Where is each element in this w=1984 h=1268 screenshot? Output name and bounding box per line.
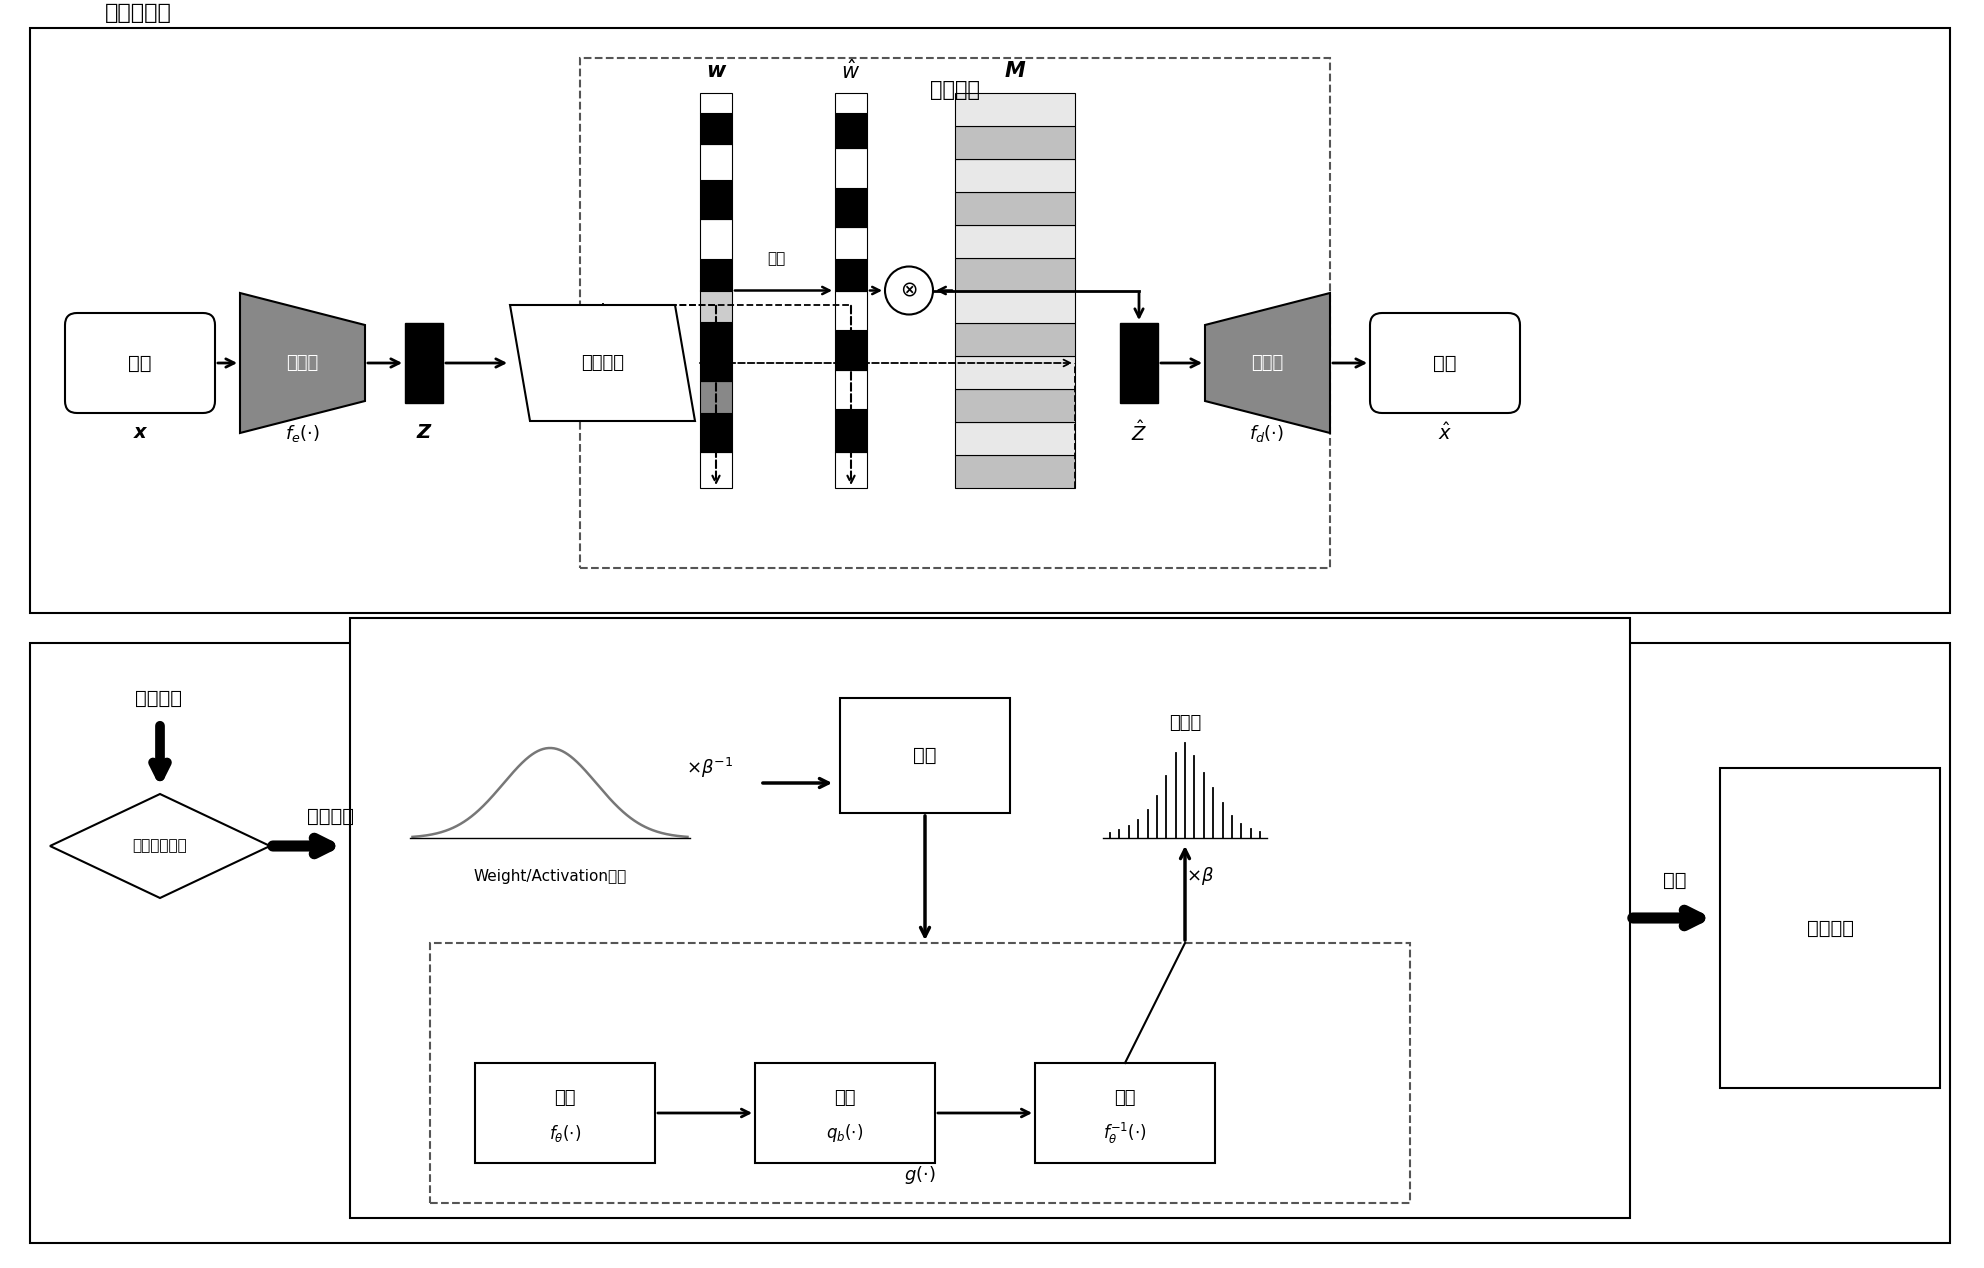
Text: 收缩: 收缩 [768, 251, 786, 266]
Bar [835, 113, 867, 148]
Bar [835, 93, 867, 113]
Circle shape [885, 266, 932, 314]
Bar [954, 224, 1075, 257]
Bar [835, 188, 867, 227]
Bar [954, 191, 1075, 224]
Text: M: M [1004, 61, 1026, 81]
Bar [839, 697, 1010, 813]
Bar [954, 323, 1075, 356]
Bar [954, 455, 1075, 488]
Bar [835, 369, 867, 410]
Bar [954, 389, 1075, 422]
Bar [700, 219, 732, 259]
Bar [835, 259, 867, 290]
Text: 输入: 输入 [129, 354, 151, 373]
Text: $\times \beta^{-1}$: $\times \beta^{-1}$ [686, 756, 734, 780]
Text: 剪裁: 剪裁 [913, 746, 936, 765]
Text: 帧重构方法: 帧重构方法 [105, 3, 173, 23]
Bar [700, 145, 732, 180]
Bar [700, 180, 732, 219]
Text: $f_e(\cdot)$: $f_e(\cdot)$ [284, 422, 319, 444]
Text: 边缘设备: 边缘设备 [1807, 918, 1853, 937]
Text: 量化后: 量化后 [1169, 714, 1200, 732]
Text: w: w [706, 61, 726, 81]
Text: 压缩: 压缩 [554, 1089, 575, 1107]
Bar [474, 1063, 655, 1163]
Bar [835, 410, 867, 453]
Polygon shape [510, 306, 694, 421]
Text: 解码器: 解码器 [1250, 354, 1284, 372]
Bar [835, 453, 867, 488]
Text: 异常检测模型: 异常检测模型 [133, 838, 186, 853]
Text: $f_d(\cdot)$: $f_d(\cdot)$ [1250, 422, 1284, 444]
Text: 编码器: 编码器 [286, 354, 317, 372]
Bar [700, 259, 732, 290]
Text: 内存寻址: 内存寻址 [581, 354, 625, 372]
Text: $\hat{Z}$: $\hat{Z}$ [1131, 421, 1147, 445]
Bar [700, 322, 732, 382]
Bar [835, 330, 867, 369]
Bar [349, 618, 1631, 1219]
Polygon shape [1204, 293, 1329, 432]
Text: Z: Z [417, 424, 431, 443]
Text: $\times \beta$: $\times \beta$ [1186, 865, 1214, 888]
Text: 训练模型: 训练模型 [135, 689, 183, 708]
Text: $f_\theta^{-1}(\cdot)$: $f_\theta^{-1}(\cdot)$ [1103, 1121, 1147, 1145]
Text: $f_\theta(\cdot)$: $f_\theta(\cdot)$ [550, 1122, 581, 1144]
Polygon shape [50, 794, 270, 898]
Bar [756, 1063, 934, 1163]
Text: 扩展: 扩展 [1115, 1089, 1135, 1107]
Bar [700, 113, 732, 145]
Bar [30, 28, 1950, 612]
Bar [700, 290, 732, 322]
Bar [954, 356, 1075, 389]
Bar [405, 323, 442, 403]
Text: $q_b(\cdot)$: $q_b(\cdot)$ [827, 1122, 863, 1144]
Bar [579, 58, 1329, 568]
Text: $\hat{x}$: $\hat{x}$ [1438, 422, 1452, 444]
Text: 输出: 输出 [1432, 354, 1456, 373]
FancyBboxPatch shape [65, 313, 214, 413]
Text: ⊗: ⊗ [901, 280, 919, 301]
Bar [835, 290, 867, 330]
FancyBboxPatch shape [1371, 313, 1520, 413]
Bar [954, 422, 1075, 455]
Bar [700, 453, 732, 488]
Text: $g(\cdot)$: $g(\cdot)$ [905, 1164, 936, 1186]
Bar [30, 643, 1950, 1243]
Bar [431, 943, 1411, 1203]
Text: Weight/Activation分布: Weight/Activation分布 [474, 869, 627, 884]
Bar [835, 227, 867, 259]
Text: $\hat{w}$: $\hat{w}$ [841, 60, 861, 82]
Bar [700, 382, 732, 413]
Bar [700, 413, 732, 453]
Bar [954, 257, 1075, 290]
Bar [954, 93, 1075, 126]
Polygon shape [240, 293, 365, 432]
Bar [1720, 768, 1940, 1088]
Bar [954, 126, 1075, 158]
Text: x: x [133, 424, 147, 443]
Bar [1121, 323, 1159, 403]
Bar [700, 93, 732, 113]
Text: 模型量化: 模型量化 [306, 806, 353, 825]
Bar [835, 148, 867, 188]
Text: 记忆模块: 记忆模块 [930, 80, 980, 100]
Bar [954, 290, 1075, 323]
Text: 部署: 部署 [1663, 871, 1686, 889]
Text: 量化: 量化 [833, 1089, 855, 1107]
Bar [1036, 1063, 1214, 1163]
Bar [954, 158, 1075, 191]
